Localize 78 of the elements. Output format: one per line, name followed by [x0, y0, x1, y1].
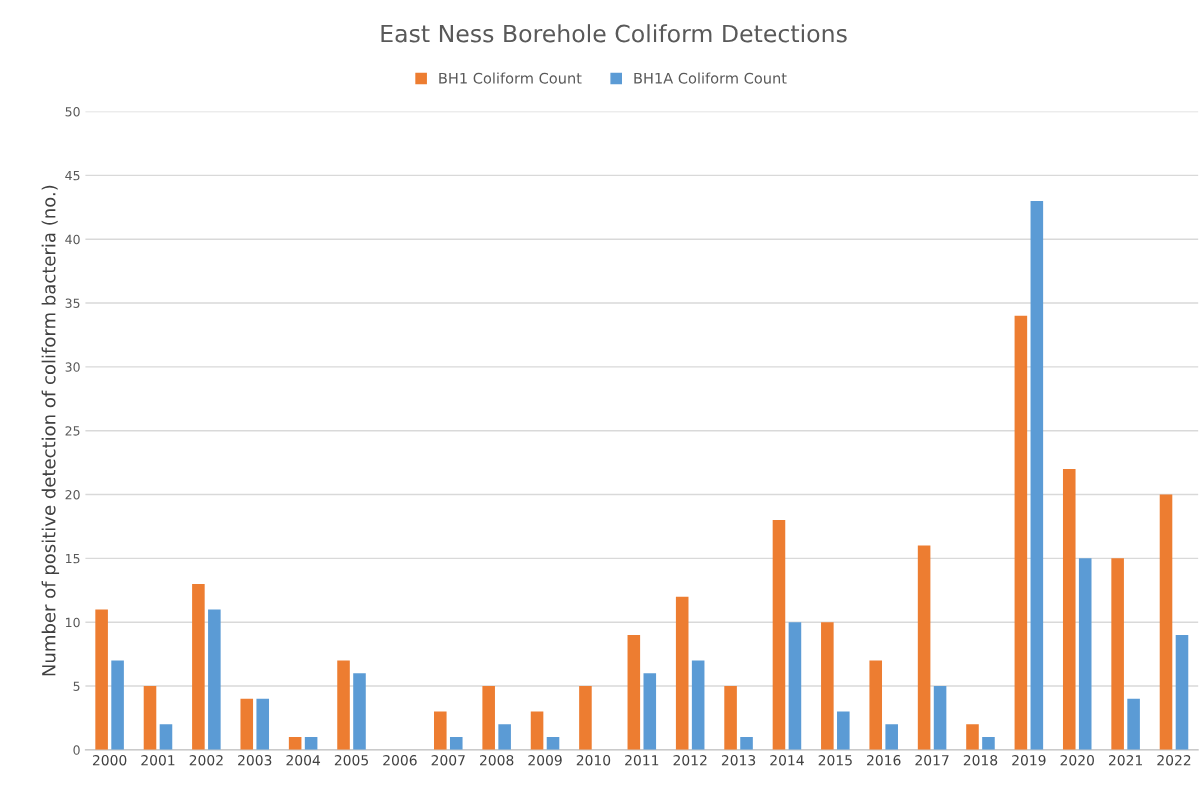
x-tick-label: 2001 — [141, 754, 175, 766]
bar — [434, 711, 447, 750]
bar — [337, 660, 350, 750]
bar — [885, 724, 898, 750]
y-tick-label: 20 — [65, 490, 80, 500]
bar — [982, 737, 995, 750]
bar — [1078, 558, 1092, 750]
x-tick-label: 2003 — [238, 754, 272, 766]
bar — [724, 686, 737, 750]
bar — [1159, 494, 1173, 750]
x-tick-label: 2008 — [480, 754, 514, 766]
x-tick-label: 2007 — [431, 754, 465, 766]
bar — [1014, 315, 1028, 750]
x-tick-label: 2022 — [1157, 754, 1191, 766]
bar — [482, 686, 495, 750]
y-tick-label: 5 — [73, 681, 80, 691]
legend-label: BH1A Coliform Count — [634, 72, 787, 84]
x-tick-label: 2009 — [528, 754, 562, 766]
y-tick-label: 30 — [65, 362, 80, 372]
x-tick-label: 2002 — [189, 754, 223, 766]
y-tick-label: 45 — [65, 171, 80, 181]
x-tick-label: 2013 — [721, 754, 756, 766]
x-tick-label: 2018 — [963, 754, 998, 766]
bar — [240, 698, 254, 750]
x-tick-label: 2006 — [383, 754, 417, 766]
bar — [208, 609, 221, 750]
bar — [579, 686, 592, 750]
bar — [1175, 634, 1189, 750]
x-tick-label: 2012 — [673, 754, 707, 766]
bar — [675, 596, 689, 750]
bar — [966, 724, 979, 750]
x-tick-label: 2019 — [1012, 754, 1046, 766]
y-tick-label: 25 — [65, 426, 80, 436]
bar — [1111, 558, 1124, 750]
bar — [627, 634, 641, 750]
bar — [643, 673, 657, 750]
x-tick-label: 2014 — [770, 754, 804, 766]
x-tick-label: 2015 — [818, 754, 852, 766]
bar — [691, 660, 705, 750]
legend-label: BH1 Coliform Count — [439, 72, 582, 84]
bar — [933, 686, 947, 750]
y-tick-label: 50 — [65, 107, 80, 117]
y-tick-label: 10 — [66, 617, 80, 628]
bar — [143, 686, 157, 750]
bar — [111, 660, 124, 750]
y-tick-label: 15 — [66, 554, 80, 564]
y-tick-label: 0 — [73, 745, 80, 755]
x-tick-label: 2017 — [915, 754, 949, 766]
bar — [837, 711, 850, 750]
bar — [95, 609, 108, 750]
bar — [159, 724, 173, 750]
x-tick-label: 2016 — [867, 754, 901, 766]
bar — [740, 737, 753, 750]
x-tick-label: 2020 — [1060, 754, 1094, 766]
x-tick-label: 2011 — [625, 754, 659, 766]
bar — [821, 622, 834, 750]
bar — [192, 583, 205, 750]
y-tick-label: 35 — [65, 298, 80, 308]
bar — [869, 660, 883, 750]
x-tick-label: 2010 — [576, 754, 611, 766]
bar — [917, 545, 931, 750]
bar — [772, 520, 786, 750]
bar — [530, 711, 544, 750]
bar — [256, 698, 270, 750]
x-tick-label: 2000 — [92, 754, 127, 766]
x-tick-label: 2021 — [1108, 754, 1143, 766]
bar — [498, 724, 511, 750]
chart-title: East Ness Borehole Coliform Detections — [381, 24, 847, 43]
x-tick-label: 2005 — [334, 754, 368, 766]
y-tick-label: 40 — [65, 234, 80, 245]
bar — [1127, 698, 1140, 750]
bar — [353, 673, 366, 750]
y-axis-title: Number of positive detection of coliform bacteria (no.) — [41, 185, 60, 676]
bar — [1062, 469, 1076, 750]
bar — [449, 737, 463, 750]
bar — [788, 622, 802, 750]
x-tick-label: 2004 — [286, 754, 321, 766]
bar — [1030, 200, 1044, 750]
